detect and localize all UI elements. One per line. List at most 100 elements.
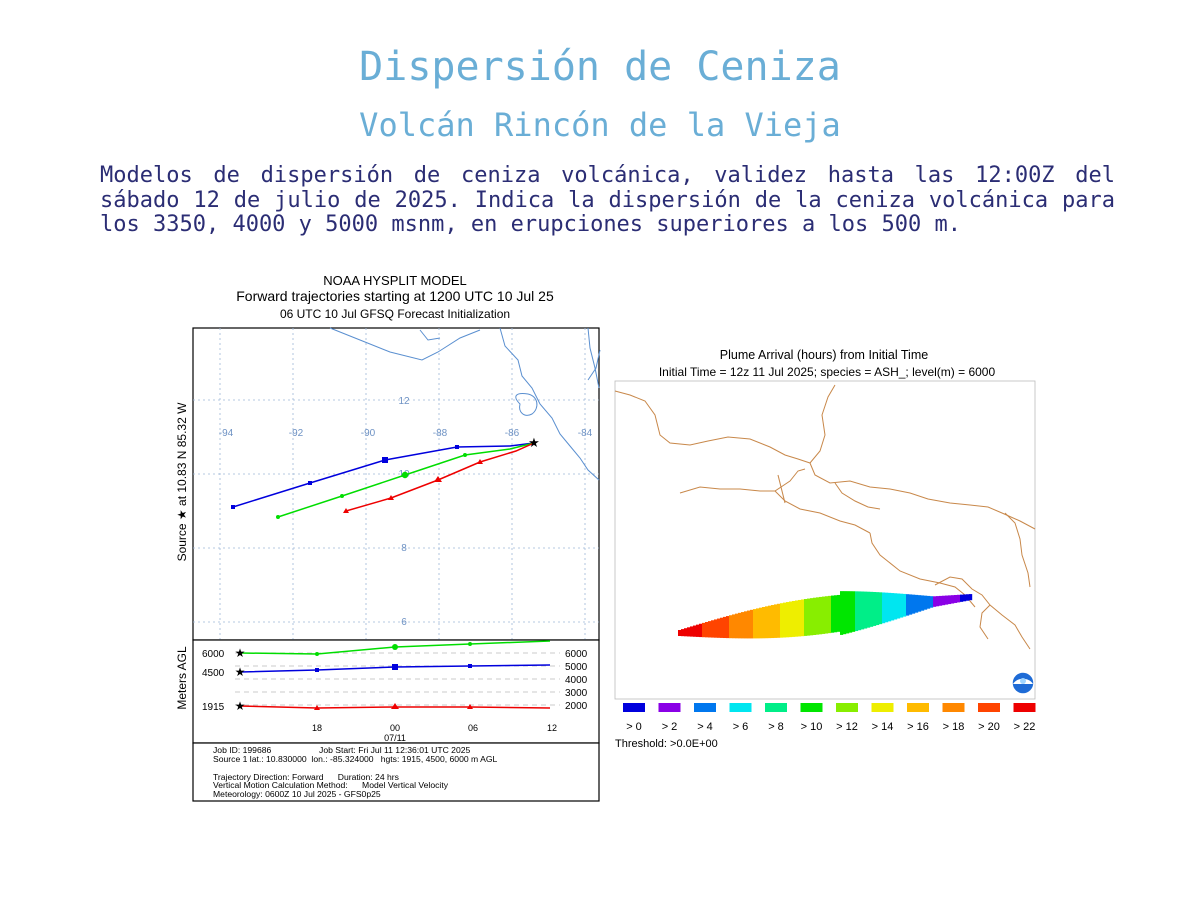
legend-swatch bbox=[907, 703, 929, 712]
legend-swatch bbox=[942, 703, 965, 712]
plume-cell bbox=[870, 591, 874, 627]
plume-cell bbox=[855, 591, 859, 632]
plume-cell bbox=[876, 592, 880, 626]
height-right-label: 3000 bbox=[565, 688, 588, 699]
legend-label: > 6 bbox=[733, 721, 749, 733]
start-star-icon: ★ bbox=[235, 665, 246, 679]
plume-cell bbox=[912, 594, 916, 614]
plume-cell bbox=[816, 597, 820, 635]
legend-swatch bbox=[623, 703, 645, 712]
trajectory-chart: NOAA HYSPLIT MODEL Forward trajectories … bbox=[160, 268, 605, 808]
plume-cell bbox=[849, 591, 853, 633]
plume-legend: > 0 > 2 > 4 > 6 > 8 > 10 > 12 > 14 > 16 > 18 > 20 >… bbox=[623, 703, 1036, 733]
plume-cell bbox=[756, 608, 760, 639]
legend-label: > 22 bbox=[1014, 721, 1036, 733]
plume-cell bbox=[801, 599, 805, 637]
plume-cell bbox=[963, 594, 967, 602]
plume-cell bbox=[903, 593, 907, 617]
trajectory-6000m bbox=[232, 442, 535, 508]
trajectory-map: -94 -92 -90 -88 -86 -84 12 10 8 6 bbox=[192, 327, 601, 641]
date-label: 07/11 bbox=[384, 733, 406, 743]
lon-label: -90 bbox=[361, 428, 376, 439]
plume-cell bbox=[693, 625, 697, 637]
plume-cell bbox=[882, 592, 886, 624]
plume-cell bbox=[867, 591, 871, 628]
plume-cell bbox=[957, 594, 961, 603]
plume-cell bbox=[735, 613, 739, 639]
source-star-icon: ★ bbox=[528, 435, 540, 450]
plume-cell bbox=[819, 596, 823, 635]
legend-label: > 16 bbox=[907, 721, 929, 733]
time-label: 18 bbox=[312, 723, 322, 733]
legend-label: > 20 bbox=[978, 721, 1000, 733]
plume-cell bbox=[918, 595, 922, 612]
info-line: Trajectory Direction: Forward Duration: … bbox=[213, 772, 399, 782]
plume-map bbox=[614, 380, 1036, 700]
plume-cell bbox=[732, 614, 736, 639]
plume-cell bbox=[729, 615, 733, 639]
time-label: 12 bbox=[547, 723, 557, 733]
plume-cell bbox=[897, 593, 901, 619]
height-right-label: 2000 bbox=[565, 701, 588, 712]
country-borders bbox=[614, 384, 1036, 650]
info-line: Source 1 lat.: 10.830000 lon.: -85.32400… bbox=[213, 754, 497, 764]
legend-label: > 12 bbox=[836, 721, 858, 733]
plume-cell bbox=[948, 595, 952, 605]
plume-cell bbox=[789, 601, 793, 638]
plume-cell bbox=[753, 609, 757, 639]
plume-cell bbox=[843, 591, 847, 635]
plume-cell bbox=[795, 600, 799, 637]
lon-label: -94 bbox=[219, 428, 234, 439]
noaa-logo bbox=[1011, 671, 1035, 695]
plume-cell bbox=[873, 591, 877, 626]
lon-label: -84 bbox=[578, 428, 593, 439]
legend-label: > 4 bbox=[697, 721, 713, 733]
plume-cell bbox=[861, 591, 865, 630]
plume-title: Plume Arrival (hours) from Initial Time bbox=[720, 348, 928, 362]
plume-cell bbox=[786, 602, 790, 638]
plume-cell bbox=[894, 593, 898, 620]
plume-cell bbox=[807, 598, 811, 636]
plume-cell bbox=[831, 595, 835, 633]
plume-cell bbox=[783, 602, 787, 638]
plume-cell bbox=[852, 591, 856, 632]
plume-cell bbox=[936, 596, 940, 607]
legend-swatch bbox=[658, 703, 681, 712]
plume-arrival-chart: Plume Arrival (hours) from Initial Time … bbox=[610, 343, 1045, 753]
plume-cell bbox=[942, 595, 946, 606]
page-title: Dispersión de Ceniza bbox=[359, 44, 841, 90]
lat-label: 6 bbox=[401, 617, 407, 628]
plume-cell bbox=[720, 617, 724, 638]
plume-cell bbox=[960, 594, 964, 602]
plume-cell bbox=[726, 616, 730, 639]
height-axis-label: Meters AGL bbox=[175, 646, 189, 710]
legend-label: > 8 bbox=[768, 721, 784, 733]
legend-swatch bbox=[694, 703, 716, 712]
plume-cell bbox=[825, 596, 829, 634]
plume-cell bbox=[933, 596, 937, 607]
plume-cell bbox=[774, 604, 778, 638]
time-label: 06 bbox=[468, 723, 478, 733]
legend-swatch bbox=[1013, 703, 1036, 712]
legend-swatch bbox=[765, 703, 787, 712]
info-line: Vertical Motion Calculation Method: Mode… bbox=[213, 780, 449, 790]
plume-cell bbox=[909, 594, 913, 615]
plume-cell bbox=[966, 594, 970, 601]
legend-swatch bbox=[800, 703, 823, 712]
plume-cell bbox=[969, 594, 973, 601]
plume-cell bbox=[690, 626, 694, 637]
plume-cell bbox=[879, 592, 883, 625]
plume-cell bbox=[939, 595, 943, 606]
plume-cell bbox=[708, 621, 712, 638]
start-star-icon: ★ bbox=[235, 646, 246, 660]
plume-cell bbox=[945, 595, 949, 605]
plume-cell bbox=[864, 591, 868, 629]
height-left-label: 1915 bbox=[202, 702, 225, 713]
time-label: 00 bbox=[390, 723, 400, 733]
plume-cell bbox=[834, 595, 838, 633]
height-left-label: 6000 bbox=[202, 649, 225, 660]
info-line: Meteorology: 0600Z 10 Jul 2025 - GFS0p25 bbox=[213, 789, 381, 799]
plume-cell bbox=[813, 597, 817, 635]
plume-cell bbox=[747, 610, 751, 639]
legend-label: > 0 bbox=[626, 721, 642, 733]
